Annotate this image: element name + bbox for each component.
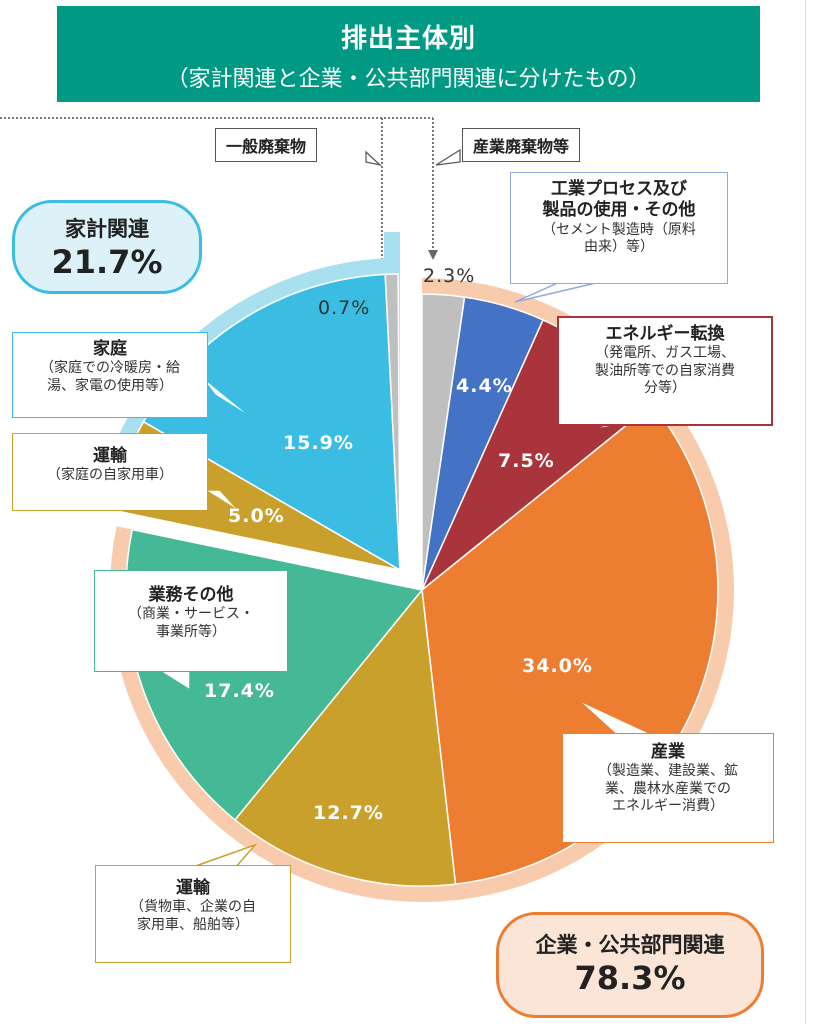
callout-energy-desc: （発電所、ガス工場、 <box>595 345 735 362</box>
callout-transport-corp-desc: （貨物車、企業の自 <box>130 899 256 916</box>
corporate-group-value: 78.3% <box>574 959 686 997</box>
callout-home-desc2: 湯、家電の使用等） <box>47 377 173 394</box>
callout-home-title: 家庭 <box>93 339 127 359</box>
callout-transport-home: 運輸 （家庭の自家用車） <box>12 433 208 511</box>
corporate-group-label: 企業・公共部門関連 <box>535 933 725 957</box>
corporate-group-badge: 企業・公共部門関連 78.3% <box>496 912 764 1018</box>
page-edge-line <box>805 0 806 1024</box>
callout-transport-corp-desc2: 家用車、船舶等） <box>137 916 249 933</box>
label-home: 15.9% <box>283 432 354 454</box>
callout-home: 家庭 （家庭での冷暖房・給 湯、家電の使用等） <box>12 332 208 418</box>
household-group-label: 家計関連 <box>65 217 149 241</box>
pointer-transport-home <box>202 489 241 513</box>
label-transport-corp: 12.7% <box>313 802 384 824</box>
callout-energy-title: エネルギー転換 <box>605 324 725 344</box>
label-industrial-waste: 2.3% <box>423 265 476 287</box>
callout-energy-desc3: 分等） <box>644 380 686 397</box>
callout-energy-desc2: 製油所等での自家消費 <box>595 362 735 379</box>
chart-title: 排出主体別 <box>340 24 476 54</box>
chart-subtitle: （家計関連と企業・公共部門関連に分けたもの） <box>166 67 651 92</box>
callout-process-title2: 製品の使用・その他 <box>542 200 696 221</box>
label-process: 4.4% <box>456 375 513 397</box>
pointer-general-waste <box>365 150 383 167</box>
callout-process: 工業プロセス及び 製品の使用・その他 （セメント製造時（原料 由来）等） <box>510 172 728 284</box>
label-industry: 34.0% <box>522 655 593 677</box>
label-energy: 7.5% <box>498 450 555 472</box>
callout-business-title: 業務その他 <box>148 585 234 605</box>
household-group-value: 21.7% <box>51 243 163 281</box>
callout-process-desc: （セメント製造時（原料 <box>542 221 696 238</box>
callout-transport-home-title: 運輸 <box>93 446 127 466</box>
callout-industry-desc2: 業、農林水産業での <box>605 780 731 797</box>
callout-business-desc2: 事業所等） <box>156 623 226 640</box>
pointer-industrial-waste <box>435 148 461 166</box>
arrow-down-icon <box>428 250 438 260</box>
label-transport-home: 5.0% <box>228 505 285 527</box>
callout-industry-title: 産業 <box>651 742 685 762</box>
label-general-waste: 0.7% <box>318 297 371 319</box>
callout-transport-home-desc: （家庭の自家用車） <box>47 467 173 484</box>
callout-business: 業務その他 （商業・サービス・ 事業所等） <box>94 570 288 672</box>
slice-transport-corp <box>233 588 457 887</box>
callout-industry: 産業 （製造業、建設業、鉱 業、農林水産業での エネルギー消費） <box>562 733 774 843</box>
callout-industry-desc3: エネルギー消費） <box>612 798 724 815</box>
callout-transport-corp: 運輸 （貨物車、企業の自 家用車、船舶等） <box>95 865 291 963</box>
chart-title-banner: 排出主体別 （家計関連と企業・公共部門関連に分けたもの） <box>57 6 760 102</box>
callout-energy: エネルギー転換 （発電所、ガス工場、 製油所等での自家消費 分等） <box>557 316 773 426</box>
callout-industry-desc: （製造業、建設業、鉱 <box>598 763 738 780</box>
callout-business-desc: （商業・サービス・ <box>128 606 254 623</box>
pointer-process <box>514 281 601 303</box>
label-business: 17.4% <box>204 680 275 702</box>
callout-process-desc2: 由来）等） <box>584 239 654 255</box>
general-waste-tag: 一般廃棄物 <box>215 128 318 162</box>
callout-home-desc: （家庭での冷暖房・給 <box>40 360 180 377</box>
slice-general-waste <box>384 273 401 571</box>
industrial-waste-tag: 産業廃棄物等 <box>462 128 581 162</box>
callout-process-title: 工業プロセス及び <box>551 179 687 199</box>
callout-transport-corp-title: 運輸 <box>176 878 210 898</box>
household-group-badge: 家計関連 21.7% <box>12 200 202 294</box>
